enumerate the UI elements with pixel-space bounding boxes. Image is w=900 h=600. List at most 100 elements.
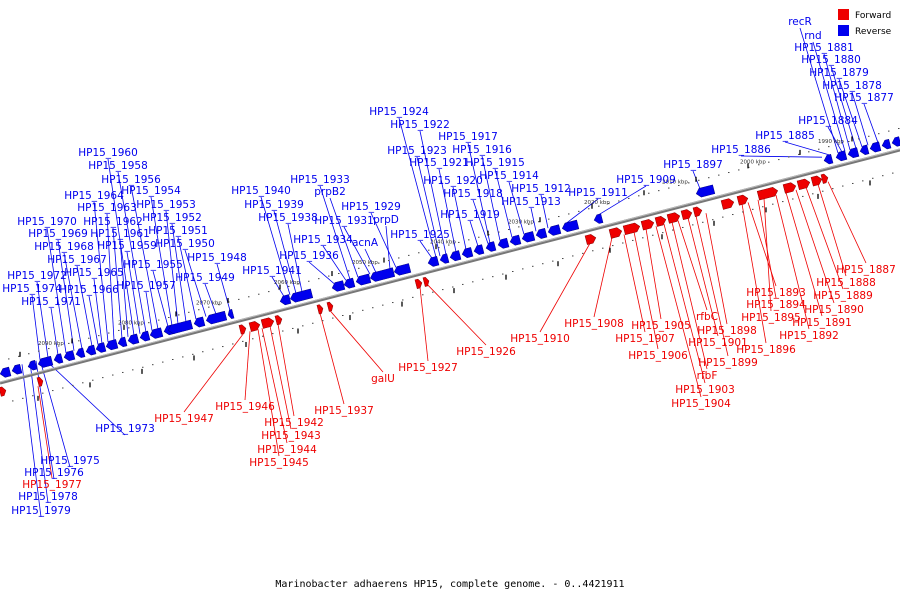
forward-gene-arrow xyxy=(326,301,334,312)
gene-label: HP15_1970 xyxy=(17,216,77,228)
leader-line xyxy=(823,53,851,151)
gene-label: HP15_1979 xyxy=(11,505,71,517)
gene-label: rfbF xyxy=(697,370,718,382)
gene-label: HP15_1961 xyxy=(90,228,150,240)
forward-gene-arrow xyxy=(666,212,681,224)
gene-label: HP15_1923 xyxy=(387,145,447,157)
leader-line xyxy=(838,78,863,147)
leader-line xyxy=(419,287,429,362)
leader-line xyxy=(57,239,75,351)
scale-tick-label: 2050 kbp xyxy=(352,260,378,266)
reverse-gene-arrow xyxy=(95,342,107,353)
gene-label: HP15_1881 xyxy=(794,42,854,54)
scale-tick-label: 2070 kbp xyxy=(196,300,222,306)
leader-line xyxy=(494,168,513,238)
gene-label: HP15_1958 xyxy=(88,160,148,172)
gene-label: HP15_1895 xyxy=(741,312,801,324)
forward-gene-arrow xyxy=(248,321,261,332)
gene-label: HP15_1954 xyxy=(121,185,181,197)
reverse-gene-arrow xyxy=(439,253,450,264)
leader-line xyxy=(261,328,288,444)
reverse-gene-arrow xyxy=(427,255,440,267)
leader-line xyxy=(805,187,844,290)
forward-gene-arrow xyxy=(782,182,797,194)
gene-label: HP15_1909 xyxy=(616,174,676,186)
gene-label: prpD xyxy=(373,214,399,226)
leader-line xyxy=(21,364,42,518)
leader-line xyxy=(817,184,847,277)
gene-label: HP15_1940 xyxy=(231,185,291,197)
forward-gene-arrow xyxy=(584,234,597,245)
reverse-gene-arrow xyxy=(593,213,604,224)
reverse-gene-arrow xyxy=(75,347,86,358)
reverse-gene-arrow xyxy=(63,350,76,362)
reverse-gene-arrow xyxy=(859,144,870,155)
gene-label: HP15_1963 xyxy=(77,202,137,214)
forward-gene-arrow xyxy=(238,324,247,335)
reverse-gene-arrow xyxy=(869,141,882,153)
gene-label: HP15_1936 xyxy=(279,250,339,262)
leader-line xyxy=(419,240,433,259)
reverse-gene-arrow xyxy=(461,247,474,258)
gene-label: HP15_1949 xyxy=(175,272,235,284)
leader-line xyxy=(370,212,397,268)
reverse-gene-arrow xyxy=(117,336,128,348)
gene-label: HP15_1959 xyxy=(97,240,157,252)
gene-label: HP15_1913 xyxy=(501,196,561,208)
reverse-gene-arrow xyxy=(547,224,562,236)
leader-line xyxy=(39,359,71,468)
gene-label: HP15_1972 xyxy=(7,270,67,282)
leader-line xyxy=(416,156,441,257)
scale-tick-label: 2020 kbp xyxy=(584,200,610,206)
scale-tick-label: 2060 kbp xyxy=(274,280,300,286)
forward-gene-arrow xyxy=(680,209,693,221)
gene-label: HP15_1889 xyxy=(813,290,873,302)
forward-gene-arrow xyxy=(316,304,324,315)
forward-gene-arrow xyxy=(756,187,779,201)
leader-line xyxy=(677,220,708,311)
gene-label: HP15_1915 xyxy=(465,157,525,169)
leader-line xyxy=(812,41,846,152)
forward-gene-arrow xyxy=(414,278,423,289)
gene-label: HP15_1924 xyxy=(369,106,429,118)
gene-label: HP15_1878 xyxy=(822,80,882,92)
leader-line xyxy=(438,168,457,253)
reverse-gene-arrow xyxy=(449,250,462,262)
leader-line xyxy=(29,362,49,504)
gene-label: HP15_1920 xyxy=(423,175,483,187)
reverse-gene-arrow xyxy=(509,234,522,246)
reverse-gene-arrow xyxy=(127,333,140,345)
axis-line xyxy=(0,148,900,385)
gene-label: HP15_1973 xyxy=(95,423,155,435)
gene-label: recR xyxy=(788,16,812,28)
leader-line xyxy=(623,234,646,333)
gene-label: HP15_1903 xyxy=(675,384,735,396)
axis-highlight xyxy=(0,148,900,383)
leader-line xyxy=(63,252,83,349)
reverse-gene-arrow xyxy=(227,309,235,319)
leader-line xyxy=(319,185,351,280)
gene-label: HP15_1971 xyxy=(21,296,81,308)
gene-label: HP15_1899 xyxy=(698,357,758,369)
reverse-gene-arrow xyxy=(105,339,119,351)
leader-line xyxy=(565,198,599,224)
leader-line xyxy=(165,210,179,324)
leader-line xyxy=(273,210,297,294)
gene-label: HP15_1907 xyxy=(615,333,675,345)
gene-label: HP15_1918 xyxy=(443,188,503,200)
leader-line xyxy=(126,251,141,334)
reverse-gene-arrow xyxy=(139,330,151,342)
gene-label: HP15_1921 xyxy=(409,157,469,169)
leader-line xyxy=(695,215,729,357)
reverse-gene-arrow xyxy=(393,263,412,276)
gene-label: HP15_1967 xyxy=(47,254,107,266)
leader-line xyxy=(398,117,437,258)
gene-label: HP15_1912 xyxy=(511,183,571,195)
leader-line xyxy=(43,358,126,436)
gene-label: HP15_1891 xyxy=(792,317,852,329)
leader-line xyxy=(184,249,207,317)
gene-label: HP15_1908 xyxy=(564,318,624,330)
leader-line xyxy=(469,220,479,247)
gene-label: HP15_1969 xyxy=(28,228,88,240)
leader-line xyxy=(145,291,153,331)
